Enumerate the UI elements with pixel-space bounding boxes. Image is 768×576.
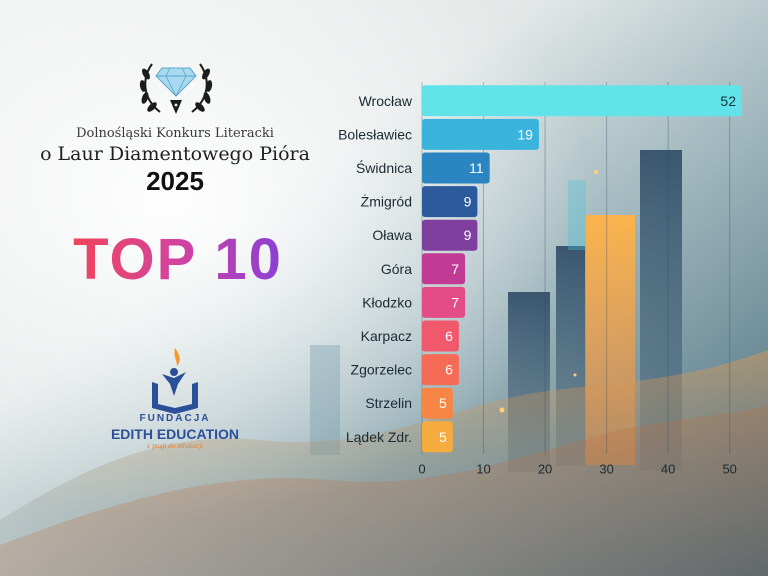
foundation-label: FUNDACJA [139, 413, 211, 424]
top10-text: TOP 10 [73, 227, 283, 292]
data-label: 6 [445, 328, 453, 344]
category-label: Strzelin [365, 395, 412, 411]
x-tick-label: 40 [661, 462, 675, 477]
bar [422, 186, 478, 218]
edith-education-logo-icon [152, 348, 198, 414]
data-label: 5 [439, 395, 447, 411]
category-label: Zgorzelec [351, 362, 412, 378]
contest-year: 2025 [146, 166, 204, 196]
category-label: Góra [381, 261, 412, 277]
bar [422, 118, 539, 150]
x-tick-label: 20 [538, 462, 552, 477]
data-label: 7 [451, 294, 459, 310]
bar [422, 320, 459, 352]
category-label: Kłodzko [362, 294, 412, 310]
category-label: Wrocław [359, 93, 413, 109]
bar [422, 421, 453, 453]
foundation-brand: EDITH EDUCATION [110, 426, 240, 442]
branding-panel: Dolnośląski Konkurs Literacki o Laur Dia… [0, 0, 340, 576]
bar [422, 286, 466, 318]
data-label: 9 [464, 194, 472, 210]
bar [422, 387, 453, 419]
diamond-laurel-logo-icon [139, 63, 213, 114]
category-label: Karpacz [361, 328, 412, 344]
contest-title: o Laur Diamentowego Pióra [40, 143, 310, 165]
data-label: 19 [517, 126, 533, 142]
bar [422, 354, 459, 386]
data-label: 52 [720, 93, 736, 109]
bar [422, 85, 742, 117]
category-label: Lądek Zdr. [346, 429, 412, 445]
bar [422, 152, 490, 184]
data-label: 7 [451, 261, 459, 277]
category-label: Żmigród [361, 193, 412, 210]
category-label: Świdnica [356, 159, 412, 176]
data-label: 5 [439, 429, 447, 445]
x-tick-label: 10 [476, 462, 490, 477]
contest-subtitle: Dolnośląski Konkurs Literacki [76, 126, 274, 141]
x-tick-label: 30 [599, 462, 613, 477]
data-label: 9 [464, 227, 472, 243]
x-tick-label: 50 [722, 462, 736, 477]
bar [422, 219, 478, 251]
x-tick-label: 0 [418, 462, 425, 477]
bar [422, 253, 466, 285]
data-label: 6 [445, 362, 453, 378]
category-label: Oława [372, 227, 412, 243]
top10-heading: TOP 10 [0, 226, 356, 293]
category-label: Bolesławiec [338, 126, 412, 142]
foundation-tagline: z pasji do edukacji [146, 443, 204, 450]
data-label: 11 [469, 160, 484, 176]
